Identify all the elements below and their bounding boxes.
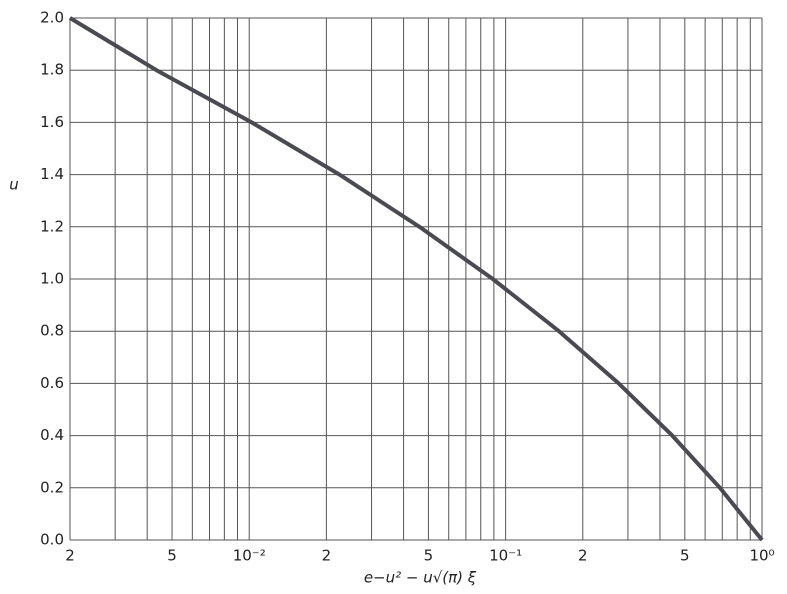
x-tick-label: 2 — [578, 547, 588, 565]
chart: u e−u² − u√(π) ξ 0.0 0.2 0.4 0.6 0.8 1.0 1.2 1.… — [0, 0, 787, 594]
y-tick-label: 0.6 — [40, 374, 64, 392]
x-tick-label: 10⁻¹ — [489, 547, 522, 565]
y-tick-label: 1.2 — [40, 217, 64, 235]
y-tick-label: 1.4 — [40, 165, 64, 183]
x-tick-label: 10⁰ — [749, 547, 774, 565]
x-axis-label: e−u² − u√(π) ξ — [364, 569, 477, 587]
y-tick-label: 0.4 — [40, 426, 64, 444]
y-tick-label: 0.8 — [40, 322, 64, 340]
y-tick-label: 1.6 — [40, 113, 64, 131]
x-tick-label: 2 — [322, 547, 332, 565]
x-tick-label: 5 — [680, 547, 690, 565]
y-tick-label: 0.0 — [40, 531, 64, 549]
y-tick-label: 1.8 — [40, 61, 64, 79]
y-tick-label: 2.0 — [40, 9, 64, 27]
y-tick-label: 0.2 — [40, 478, 64, 496]
y-axis-label: u — [9, 176, 19, 194]
x-tick-label: 5 — [424, 547, 434, 565]
y-tick-label: 1.0 — [40, 270, 64, 288]
x-tick-label: 10⁻² — [233, 547, 266, 565]
x-tick-label: 2 — [65, 547, 75, 565]
x-tick-label: 5 — [167, 547, 177, 565]
